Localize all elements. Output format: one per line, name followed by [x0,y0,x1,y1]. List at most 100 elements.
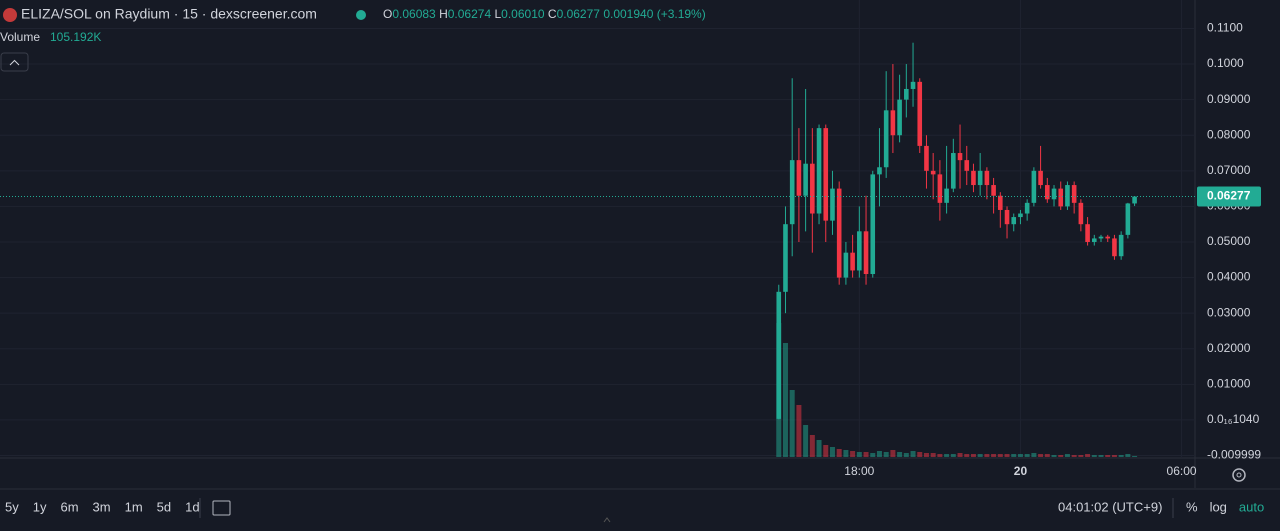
timeframe-button[interactable]: 5d [157,499,171,514]
status-dot [356,10,366,20]
candle-body [937,174,943,203]
volume-bar [1004,454,1010,457]
x-tick-label: 18:00 [844,464,874,478]
candle-body [1058,188,1064,207]
y-tick-label: 0.07000 [1207,163,1251,177]
candle-body [957,153,963,161]
settings-button[interactable] [1232,468,1246,482]
volume-bar [1064,454,1070,457]
y-tick-label: 0.04000 [1207,270,1251,284]
candle-body [910,81,916,89]
candle-body [897,99,902,136]
candle-body [883,110,889,168]
scale-option[interactable]: log [1210,499,1227,514]
volume-bar [1091,455,1097,457]
volume-bar [809,435,815,457]
timeframe-button[interactable]: 1y [33,499,47,514]
candle-body [1105,236,1111,239]
volume-bar [1118,455,1124,457]
volume-bar [1085,454,1091,457]
candle-body [803,163,808,196]
candle-body [998,195,1003,210]
last-price-tag [1197,186,1261,207]
candle-body [796,160,802,196]
candle-body [816,128,822,214]
volume-bar [863,452,869,457]
timeframe-button[interactable]: 3m [93,499,111,514]
candle-body [863,231,869,275]
timeframe-button[interactable]: 1m [125,499,143,514]
candle-body [1078,202,1084,225]
volume-bar [1078,455,1084,457]
ohlc-change: 0.001940 (+3.19%) [603,7,705,21]
collapse-button[interactable] [0,52,29,72]
volume-bar [789,390,795,457]
timeframe-bar: 5y 1y 6m 3m 1m 5d 1d [5,499,200,514]
volume-bar [782,343,788,457]
candle-body [977,170,983,186]
volume-bar [1031,453,1037,457]
candle-body [823,128,829,221]
volume-bar [883,452,889,457]
volume-bar [1044,454,1050,457]
candle-body [1045,185,1050,200]
ohlc-value: 0.06274 [448,7,492,21]
candle-body [1091,238,1097,242]
candle-body [1065,185,1070,207]
timeframe-button[interactable]: 1d [185,499,199,514]
ohlc-key: H [439,7,448,21]
candle-body [1024,202,1030,214]
ohlc-value: 0.06277 [557,7,601,21]
collapse-icon [9,59,20,66]
volume-bar [897,452,903,457]
volume-bar [1038,454,1044,457]
volume-bar [1132,455,1138,457]
ohlc-key: O [383,7,392,21]
x-tick-label: 20 [1014,464,1028,478]
timeframe-button[interactable]: 5y [5,499,19,514]
candle-body [904,88,909,100]
volume-legend-value: 105.192K [50,30,101,44]
candle-body [984,170,990,186]
date-range-button[interactable] [212,500,231,516]
ohlc-value: 0.06010 [501,7,545,21]
scale-options: % log auto [1186,499,1264,514]
volume-bar [984,454,990,457]
candle-body [1098,236,1104,239]
volume-bar [923,453,929,457]
volume-bar [1024,454,1030,457]
volume-bar [957,453,963,457]
candle-body [991,185,996,196]
volume-bar [829,447,835,457]
volume-bar [944,454,950,457]
expand-arrow[interactable] [603,517,611,523]
grid [0,0,1195,458]
scale-option[interactable]: % [1186,499,1198,514]
candle-body [1132,196,1137,204]
volume-bar [816,440,822,457]
volume-bars [776,323,1138,457]
chart-title: ELIZA/SOL on Raydium · 15 · dexscreener.… [21,6,317,22]
volume-bar [917,452,923,457]
volume-bar [903,453,909,457]
last-price-label: 0.06277 [1207,189,1251,203]
candle-body [917,81,923,146]
candle-body [951,153,956,189]
volume-bar [1098,455,1104,457]
volume-bar [856,452,862,457]
settings-icon [1236,472,1242,478]
ohlc-value: 0.06083 [392,7,436,21]
candle-body [930,170,936,175]
candles [776,42,1137,420]
volume-bar [1071,455,1077,457]
candle-body [789,160,795,225]
timeframe-button[interactable]: 6m [60,499,78,514]
volume-bar [796,405,802,457]
volume-bar [876,451,882,457]
candle-body [1112,238,1117,257]
volume-bar [937,454,943,457]
scale-option[interactable]: auto [1239,499,1264,514]
volume-bar [850,451,856,457]
volume-bar [970,454,976,457]
